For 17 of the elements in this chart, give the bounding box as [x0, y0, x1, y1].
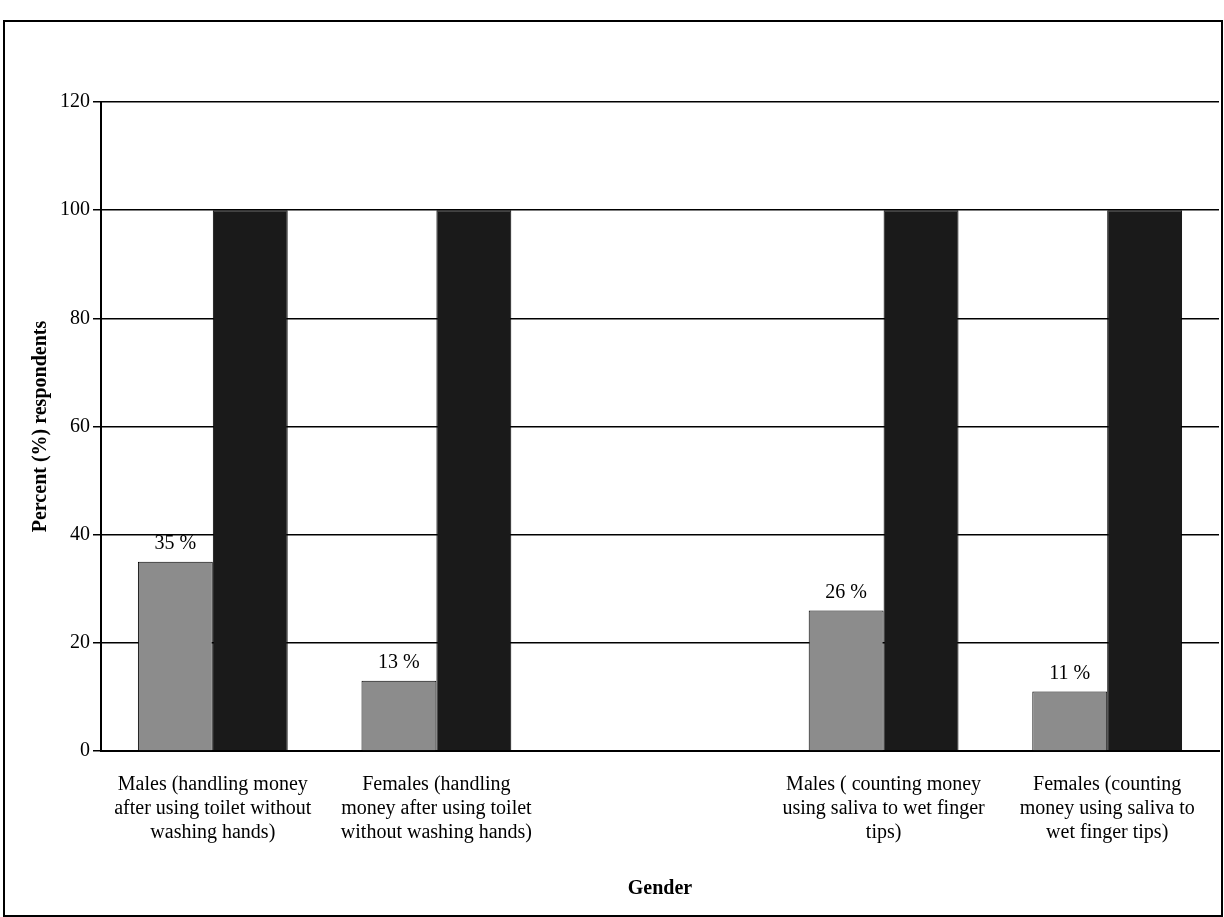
y-tick-label: 100 — [60, 197, 90, 220]
x-tick-label: Females (counting money using saliva to wet finger tips) — [1019, 772, 1195, 844]
y-tick-label: 0 — [80, 738, 90, 761]
y-tick-label: 60 — [70, 413, 90, 436]
x-axis-title: Gender — [627, 876, 693, 899]
x-tick-label: Males (handling money after using toilet without washing hands) — [114, 772, 312, 844]
y-tick-label: 40 — [70, 521, 90, 544]
x-tick-label: Males ( counting money using saliva to wet finger tips) — [782, 772, 986, 844]
y-tick-label: 80 — [70, 305, 90, 328]
data-label: 13 % — [378, 649, 420, 672]
data-label: 35 % — [154, 530, 197, 553]
data-label: 11 % — [1049, 660, 1091, 683]
y-tick-label: 20 — [70, 630, 90, 653]
y-tick-label: 120 — [60, 89, 90, 112]
x-tick-label: Females (handling money after using toilet without washing hands) — [340, 772, 533, 844]
y-axis-title: Percent (%) respondents — [28, 320, 52, 533]
data-label: 26 % — [825, 579, 867, 602]
